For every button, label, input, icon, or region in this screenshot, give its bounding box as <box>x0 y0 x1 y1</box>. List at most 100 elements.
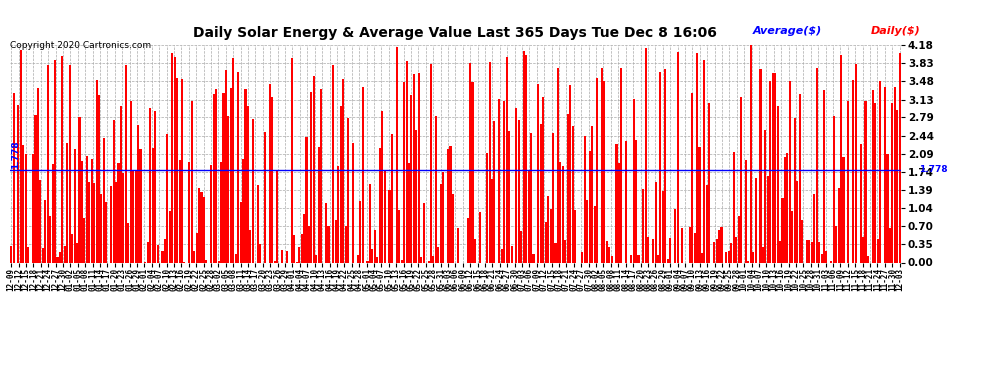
Bar <box>584 136 586 262</box>
Bar <box>794 118 796 262</box>
Bar <box>501 249 503 262</box>
Bar <box>171 53 173 262</box>
Bar <box>398 210 400 262</box>
Bar <box>137 124 139 262</box>
Text: Daily($): Daily($) <box>871 26 921 36</box>
Bar <box>726 252 728 262</box>
Bar <box>521 231 523 262</box>
Bar <box>251 119 253 262</box>
Bar <box>674 209 676 262</box>
Bar <box>306 138 308 262</box>
Bar <box>166 134 168 262</box>
Bar <box>335 219 337 262</box>
Bar <box>18 105 20 262</box>
Bar <box>874 103 876 262</box>
Bar <box>564 240 566 262</box>
Bar <box>406 61 408 262</box>
Bar <box>752 252 754 262</box>
Bar <box>652 239 654 262</box>
Bar <box>847 101 849 262</box>
Bar <box>230 88 232 262</box>
Bar <box>351 143 353 262</box>
Bar <box>666 259 669 262</box>
Bar <box>135 170 137 262</box>
Bar <box>130 101 132 262</box>
Bar <box>644 48 646 262</box>
Bar <box>35 115 37 262</box>
Bar <box>325 203 327 262</box>
Bar <box>420 257 423 262</box>
Bar <box>27 247 30 262</box>
Bar <box>156 245 158 262</box>
Bar <box>774 73 776 262</box>
Bar <box>23 146 25 262</box>
Bar <box>59 252 61 262</box>
Bar <box>113 120 115 262</box>
Bar <box>413 74 415 262</box>
Bar <box>86 156 88 262</box>
Bar <box>328 226 330 262</box>
Bar <box>841 55 842 262</box>
Bar <box>549 209 551 262</box>
Bar <box>47 64 49 262</box>
Bar <box>779 241 781 262</box>
Bar <box>235 254 237 262</box>
Text: Average($): Average($) <box>752 26 822 36</box>
Bar <box>879 81 881 262</box>
Bar <box>123 172 125 262</box>
Bar <box>438 247 440 262</box>
Bar <box>396 46 398 262</box>
Bar <box>586 200 588 262</box>
Bar <box>806 240 808 262</box>
Bar <box>443 172 445 262</box>
Bar <box>826 251 828 262</box>
Bar <box>416 130 418 262</box>
Bar <box>42 248 44 262</box>
Bar <box>744 160 746 262</box>
Bar <box>818 242 820 262</box>
Bar <box>699 147 701 262</box>
Bar <box>105 202 107 262</box>
Bar <box>571 126 573 262</box>
Bar <box>525 55 528 262</box>
Bar <box>408 163 410 262</box>
Bar <box>449 146 451 262</box>
Bar <box>842 157 844 262</box>
Bar <box>128 223 130 262</box>
Bar <box>606 241 608 262</box>
Bar <box>154 111 156 262</box>
Bar <box>68 65 70 262</box>
Bar <box>721 228 723 262</box>
Bar <box>676 52 678 262</box>
Bar <box>538 84 540 262</box>
Bar <box>479 212 481 262</box>
Bar <box>78 117 80 262</box>
Bar <box>749 45 751 262</box>
Bar <box>691 93 693 262</box>
Bar <box>657 255 659 262</box>
Bar <box>359 201 361 262</box>
Bar <box>56 257 58 262</box>
Bar <box>318 147 320 262</box>
Bar <box>769 81 771 262</box>
Bar <box>264 132 266 262</box>
Bar <box>664 69 666 262</box>
Text: 1.778: 1.778 <box>919 165 947 174</box>
Bar <box>193 251 195 262</box>
Bar <box>191 101 193 262</box>
Bar <box>488 62 491 262</box>
Bar <box>831 261 833 262</box>
Bar <box>225 69 227 262</box>
Bar <box>789 81 791 262</box>
Bar <box>772 74 774 262</box>
Bar <box>286 251 288 262</box>
Bar <box>161 251 163 262</box>
Bar <box>45 200 47 262</box>
Bar <box>884 87 886 262</box>
Bar <box>533 254 535 262</box>
Bar <box>603 81 605 262</box>
Bar <box>205 260 208 262</box>
Bar <box>784 157 786 262</box>
Bar <box>403 82 405 262</box>
Bar <box>764 130 766 262</box>
